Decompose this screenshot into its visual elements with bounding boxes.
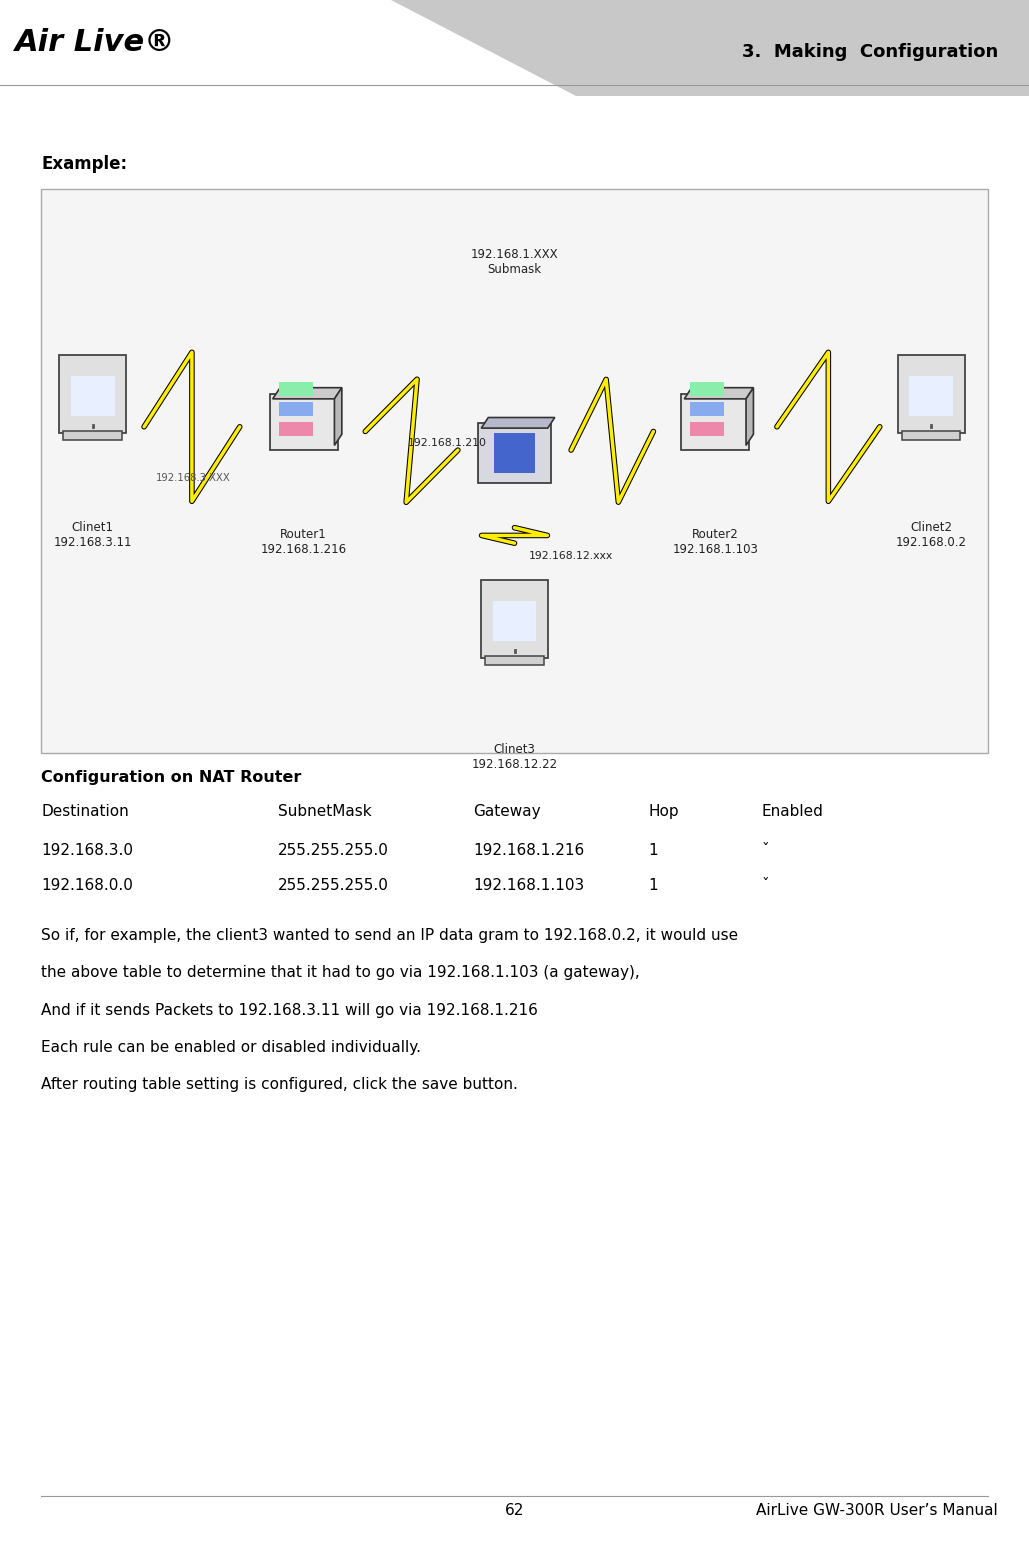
- Text: the above table to determine that it had to go via 192.168.1.103 (a gateway),: the above table to determine that it had…: [41, 965, 640, 981]
- FancyBboxPatch shape: [493, 601, 536, 641]
- FancyBboxPatch shape: [910, 376, 953, 416]
- FancyBboxPatch shape: [690, 382, 724, 396]
- Text: 1: 1: [648, 878, 658, 894]
- Text: Clinet1
192.168.3.11: Clinet1 192.168.3.11: [54, 521, 132, 549]
- Text: Gateway: Gateway: [473, 804, 541, 819]
- FancyBboxPatch shape: [902, 430, 960, 439]
- Polygon shape: [391, 0, 1029, 96]
- Polygon shape: [482, 417, 555, 428]
- FancyBboxPatch shape: [681, 394, 749, 450]
- FancyBboxPatch shape: [64, 430, 121, 439]
- Text: 192.168.1.XXX
Submask: 192.168.1.XXX Submask: [470, 248, 559, 276]
- Text: 192.168.1.210: 192.168.1.210: [409, 438, 487, 447]
- Text: 192.168.3.0: 192.168.3.0: [41, 843, 133, 858]
- Polygon shape: [334, 388, 342, 445]
- Text: SubnetMask: SubnetMask: [278, 804, 371, 819]
- Text: 1: 1: [648, 843, 658, 858]
- Text: Router1
192.168.1.216: Router1 192.168.1.216: [260, 528, 347, 556]
- FancyBboxPatch shape: [690, 402, 724, 416]
- FancyBboxPatch shape: [494, 433, 535, 473]
- Text: Air Live®: Air Live®: [15, 28, 176, 57]
- FancyBboxPatch shape: [71, 376, 114, 416]
- Text: Destination: Destination: [41, 804, 129, 819]
- Text: 192.168.1.216: 192.168.1.216: [473, 843, 584, 858]
- FancyBboxPatch shape: [60, 355, 126, 433]
- Text: 192.168.3.XXX: 192.168.3.XXX: [156, 473, 230, 483]
- Polygon shape: [684, 388, 753, 399]
- Text: 192.168.12.xxx: 192.168.12.xxx: [529, 551, 613, 560]
- Text: After routing table setting is configured, click the save button.: After routing table setting is configure…: [41, 1077, 518, 1093]
- FancyBboxPatch shape: [270, 394, 338, 450]
- Text: Hop: Hop: [648, 804, 679, 819]
- Text: Configuration on NAT Router: Configuration on NAT Router: [41, 770, 301, 785]
- FancyBboxPatch shape: [482, 580, 547, 658]
- Text: So if, for example, the client3 wanted to send an IP data gram to 192.168.0.2, i: So if, for example, the client3 wanted t…: [41, 928, 738, 944]
- FancyBboxPatch shape: [690, 422, 724, 436]
- Text: 62: 62: [505, 1502, 524, 1518]
- FancyBboxPatch shape: [279, 382, 313, 396]
- FancyBboxPatch shape: [486, 655, 543, 664]
- FancyBboxPatch shape: [279, 402, 313, 416]
- Text: 192.168.1.103: 192.168.1.103: [473, 878, 584, 894]
- FancyBboxPatch shape: [41, 189, 988, 753]
- Text: Router2
192.168.1.103: Router2 192.168.1.103: [672, 528, 758, 556]
- FancyBboxPatch shape: [478, 424, 551, 483]
- Text: 3.  Making  Configuration: 3. Making Configuration: [742, 43, 998, 62]
- Text: Example:: Example:: [41, 155, 128, 174]
- Text: ˇ: ˇ: [761, 843, 769, 858]
- FancyBboxPatch shape: [898, 355, 964, 433]
- Text: 192.168.0.0: 192.168.0.0: [41, 878, 133, 894]
- Text: And if it sends Packets to 192.168.3.11 will go via 192.168.1.216: And if it sends Packets to 192.168.3.11 …: [41, 1003, 538, 1018]
- Polygon shape: [273, 388, 342, 399]
- Polygon shape: [746, 388, 753, 445]
- Text: 255.255.255.0: 255.255.255.0: [278, 843, 389, 858]
- Text: Clinet3
192.168.12.22: Clinet3 192.168.12.22: [471, 743, 558, 771]
- FancyBboxPatch shape: [279, 422, 313, 436]
- Text: Clinet2
192.168.0.2: Clinet2 192.168.0.2: [896, 521, 966, 549]
- Text: 255.255.255.0: 255.255.255.0: [278, 878, 389, 894]
- Text: Enabled: Enabled: [761, 804, 823, 819]
- Text: ˇ: ˇ: [761, 878, 769, 894]
- Text: AirLive GW-300R User’s Manual: AirLive GW-300R User’s Manual: [756, 1502, 998, 1518]
- Text: Each rule can be enabled or disabled individually.: Each rule can be enabled or disabled ind…: [41, 1040, 421, 1055]
